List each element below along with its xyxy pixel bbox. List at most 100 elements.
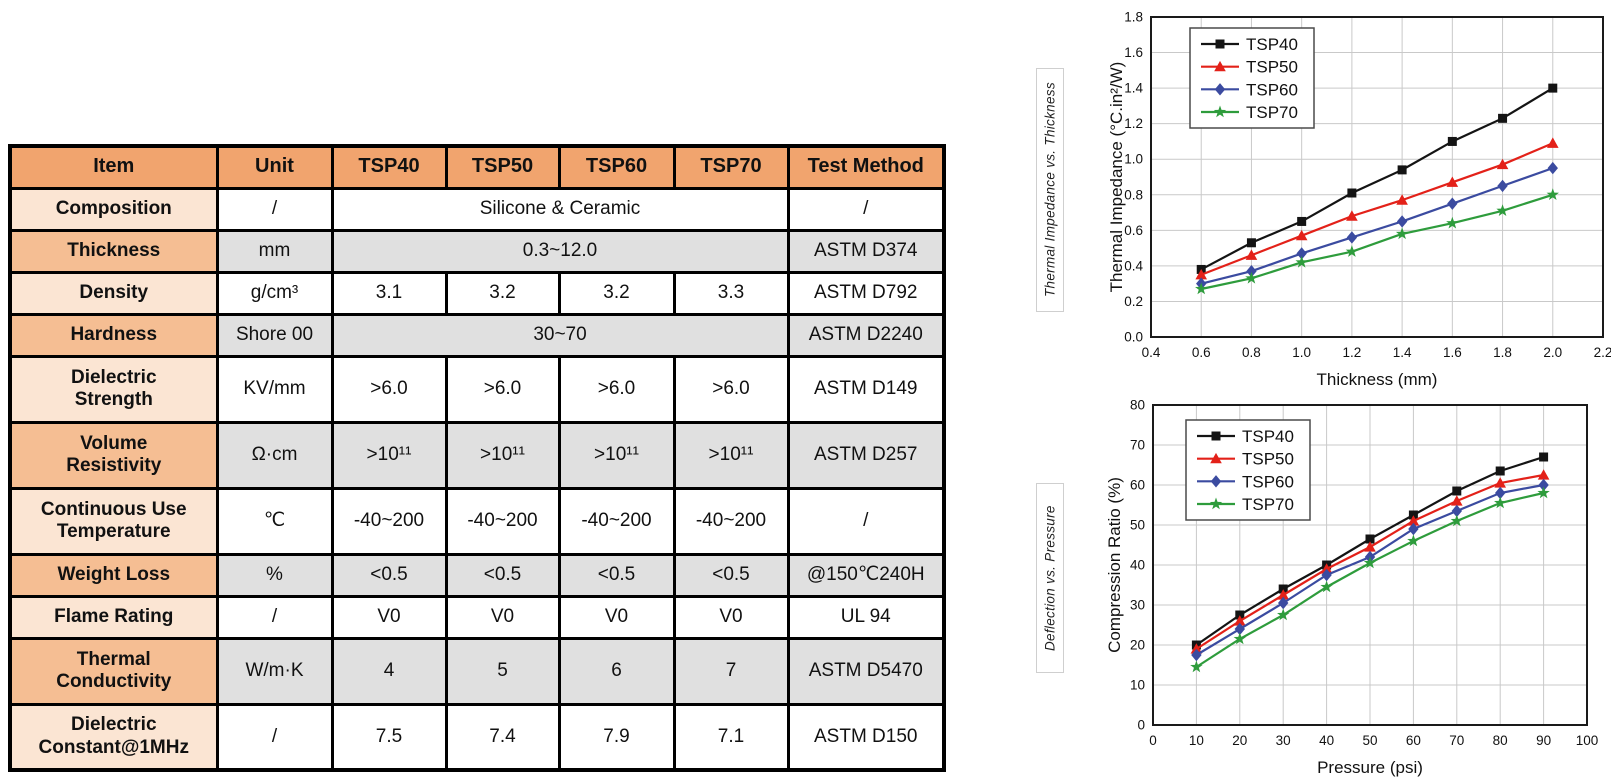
unit-cell: % bbox=[215, 552, 334, 598]
table-row: Continuous Use Temperature ℃ -40~200 -40~20… bbox=[8, 486, 946, 556]
svg-text:0.4: 0.4 bbox=[1142, 345, 1161, 360]
item-cell: Density bbox=[8, 270, 219, 316]
svg-text:1.2: 1.2 bbox=[1124, 116, 1143, 131]
value-cell: <0.5 bbox=[330, 552, 448, 598]
data-point-marker bbox=[1234, 615, 1246, 626]
value-cell: <0.5 bbox=[444, 552, 561, 598]
value-cell: 3.1 bbox=[330, 270, 448, 316]
method-cell: ASTM D149 bbox=[786, 354, 946, 424]
value-cell: >10¹¹ bbox=[557, 420, 676, 490]
table-row: Weight Loss% <0.5 <0.5 <0.5 <0.5 @150℃240H bbox=[8, 552, 946, 598]
y-tick-labels: 0.0 0.2 0.4 0.6 0.8 1.0 1.2 1.4 1.6 1.8 bbox=[1124, 10, 1143, 345]
value-cell: <0.5 bbox=[557, 552, 676, 598]
data-point-marker bbox=[1447, 197, 1458, 210]
svg-text:0.8: 0.8 bbox=[1242, 345, 1261, 360]
data-point-marker bbox=[1246, 265, 1257, 278]
data-point-marker bbox=[1494, 496, 1507, 509]
value-cell: >6.0 bbox=[672, 354, 790, 424]
data-point-marker bbox=[1233, 632, 1246, 645]
unit-cell: W/m·K bbox=[215, 636, 334, 706]
data-point-marker bbox=[1365, 534, 1375, 544]
svg-text:1.2: 1.2 bbox=[1342, 345, 1361, 360]
col-header-unit: Unit bbox=[215, 144, 334, 190]
value-cell: 3.2 bbox=[444, 270, 561, 316]
y-axis-title: Compression Ratio (%) bbox=[1105, 477, 1124, 653]
legend-label: TSP70 bbox=[1246, 103, 1298, 122]
svg-text:0: 0 bbox=[1149, 733, 1157, 748]
svg-text:1.6: 1.6 bbox=[1124, 45, 1143, 60]
series-TSP50 bbox=[1195, 137, 1559, 280]
value-cell: >6.0 bbox=[557, 354, 676, 424]
col-header-tsp70: TSP70 bbox=[672, 144, 790, 190]
data-point-marker bbox=[1396, 194, 1408, 205]
side-label-thermal-impedance: Thermal Impedance vs. Thickness bbox=[1036, 68, 1064, 312]
svg-text:70: 70 bbox=[1449, 733, 1464, 748]
legend-label: TSP50 bbox=[1242, 450, 1294, 469]
value-cell-merged: 0.3~12.0 bbox=[330, 228, 790, 274]
value-cell: 5 bbox=[444, 636, 561, 706]
table-row: Volume Resistivity Ω·cm >10¹¹ >10¹¹ >10¹¹ >10… bbox=[8, 420, 946, 490]
table-row: Density g/cm³ 3.1 3.2 3.2 3.3 ASTM D792 bbox=[8, 270, 946, 316]
method-cell: ASTM D257 bbox=[786, 420, 946, 490]
svg-text:2.2: 2.2 bbox=[1594, 345, 1611, 360]
data-point-marker bbox=[1537, 469, 1550, 480]
data-point-marker bbox=[1496, 204, 1509, 217]
unit-cell: Shore 00 bbox=[215, 312, 334, 358]
data-point-marker bbox=[1277, 608, 1290, 621]
data-point-marker bbox=[1447, 136, 1457, 146]
data-point-marker bbox=[1396, 215, 1408, 228]
data-point-marker bbox=[1245, 271, 1258, 284]
unit-cell: / bbox=[215, 594, 334, 640]
svg-text:1.4: 1.4 bbox=[1124, 81, 1143, 96]
data-point-marker bbox=[1190, 643, 1203, 654]
legend: TSP40 TSP50 TSP60 TSP70 bbox=[1185, 419, 1311, 521]
data-point-marker bbox=[1347, 188, 1357, 198]
data-point-marker bbox=[1195, 268, 1208, 280]
data-point-marker bbox=[1546, 188, 1559, 201]
data-point-marker bbox=[1235, 610, 1245, 620]
x-tick-labels: 0.4 0.6 0.8 1.0 1.2 1.4 1.6 1.8 2.0 2.2 bbox=[1142, 345, 1611, 360]
value-cell: >6.0 bbox=[330, 354, 448, 424]
data-point-marker bbox=[1452, 486, 1462, 496]
data-point-marker bbox=[1295, 255, 1308, 268]
series-TSP50 bbox=[1190, 469, 1550, 654]
data-point-marker bbox=[1277, 589, 1289, 600]
svg-text:0.6: 0.6 bbox=[1124, 223, 1143, 238]
data-point-marker bbox=[1408, 522, 1419, 536]
svg-text:100: 100 bbox=[1576, 733, 1599, 748]
value-cell: 7.9 bbox=[557, 702, 676, 772]
legend-label: TSP40 bbox=[1242, 427, 1294, 446]
item-cell: Composition bbox=[8, 186, 219, 232]
method-cell: ASTM D792 bbox=[786, 270, 946, 316]
method-cell: ASTM D374 bbox=[786, 228, 946, 274]
svg-text:80: 80 bbox=[1493, 733, 1508, 748]
value-cell: 6 bbox=[557, 636, 676, 706]
data-point-marker bbox=[1246, 238, 1256, 248]
svg-text:10: 10 bbox=[1189, 733, 1204, 748]
svg-text:40: 40 bbox=[1130, 558, 1145, 573]
data-point-marker bbox=[1450, 514, 1463, 527]
table-row: Composition / Silicone & Ceramic / bbox=[8, 186, 946, 232]
table-row: Dielectric Strength KV/mm >6.0 >6.0 >6.0 >6.0… bbox=[8, 354, 946, 424]
value-cell: >10¹¹ bbox=[672, 420, 790, 490]
thermal-impedance-chart: 0.4 0.6 0.8 1.0 1.2 1.4 1.6 1.8 2.0 2.20.00.20.40… bbox=[1107, 10, 1611, 390]
data-point-marker bbox=[1407, 515, 1420, 526]
method-cell: ASTM D150 bbox=[786, 702, 946, 772]
data-point-marker bbox=[1495, 466, 1505, 476]
plot-border bbox=[1152, 404, 1588, 726]
item-cell: Weight Loss bbox=[8, 552, 219, 598]
item-cell: Dielectric Strength bbox=[8, 354, 219, 424]
data-point-marker bbox=[1407, 534, 1420, 547]
legend: TSP40 TSP50 TSP60 TSP70 bbox=[1189, 27, 1315, 129]
svg-text:60: 60 bbox=[1130, 478, 1145, 493]
svg-text:0.4: 0.4 bbox=[1124, 258, 1143, 273]
data-point-marker bbox=[1195, 282, 1208, 295]
value-cell: 7.5 bbox=[330, 702, 448, 772]
item-cell: Hardness bbox=[8, 312, 219, 358]
table-row: Thermal Conductivity W/m·K 4 5 6 7 ASTM D5470 bbox=[8, 636, 946, 706]
svg-text:30: 30 bbox=[1130, 598, 1145, 613]
table-row: Dielectric Constant@1MHz/7.5 7.4 7.9 7.1 AST… bbox=[8, 702, 946, 772]
x-tick-labels: 0 10 20 30 40 50 60 70 80 90 100 bbox=[1149, 733, 1598, 748]
legend-label: TSP60 bbox=[1246, 80, 1298, 99]
method-cell: / bbox=[786, 186, 946, 232]
